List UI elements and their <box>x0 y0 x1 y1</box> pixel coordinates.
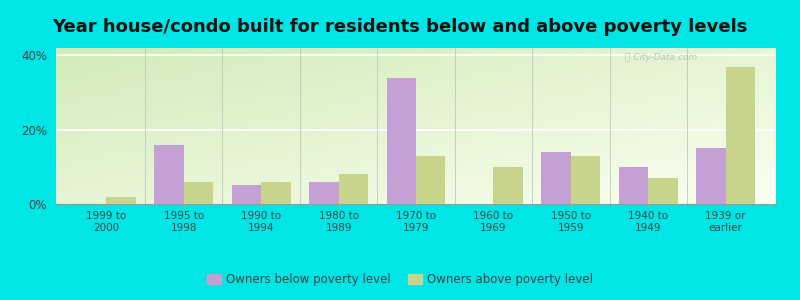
Bar <box>154 145 184 204</box>
Bar <box>338 174 368 204</box>
Bar <box>184 182 213 204</box>
Bar <box>106 196 136 204</box>
Bar <box>619 167 648 204</box>
Bar <box>386 78 416 204</box>
Bar <box>416 156 446 204</box>
Bar <box>726 67 755 204</box>
Bar <box>696 148 726 204</box>
Bar <box>494 167 523 204</box>
Text: ⓘ City-Data.com: ⓘ City-Data.com <box>625 53 697 62</box>
Bar <box>542 152 571 204</box>
Text: Year house/condo built for residents below and above poverty levels: Year house/condo built for residents bel… <box>52 18 748 36</box>
Bar <box>261 182 290 204</box>
Bar <box>309 182 338 204</box>
Bar <box>232 185 261 204</box>
Legend: Owners below poverty level, Owners above poverty level: Owners below poverty level, Owners above… <box>202 269 598 291</box>
Bar <box>648 178 678 204</box>
Bar <box>571 156 600 204</box>
